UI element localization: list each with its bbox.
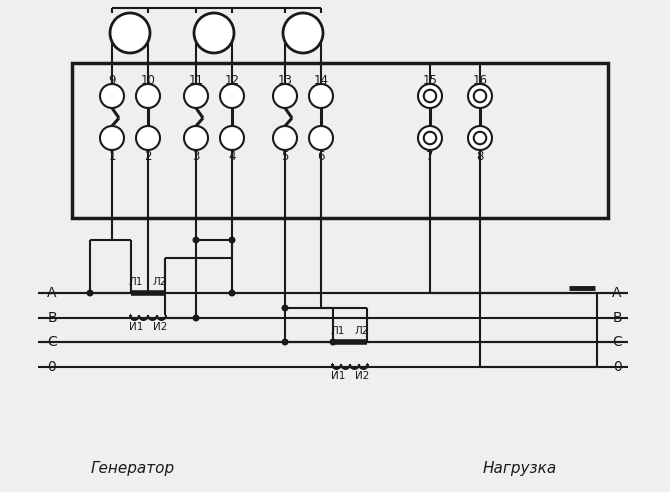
Circle shape [228,289,235,297]
Circle shape [330,338,336,345]
Circle shape [423,132,436,144]
Text: Генератор: Генератор [91,461,175,475]
Circle shape [468,84,492,108]
Circle shape [468,126,492,150]
Circle shape [110,13,150,53]
Text: A: A [48,286,57,300]
Circle shape [228,237,235,244]
Text: Нагрузка: Нагрузка [483,461,557,475]
Circle shape [100,126,124,150]
Text: Л2: Л2 [153,277,168,287]
Text: B: B [612,311,622,325]
Text: 1: 1 [109,151,116,163]
Circle shape [309,84,333,108]
Text: 14: 14 [314,73,328,87]
Text: 15: 15 [423,73,438,87]
Circle shape [281,338,289,345]
Text: A: A [612,286,622,300]
Text: 4: 4 [228,151,236,163]
Text: 7: 7 [426,151,433,163]
Circle shape [220,84,244,108]
Text: Л1: Л1 [129,277,143,287]
Circle shape [418,84,442,108]
Text: И1: И1 [129,322,143,332]
Text: 3: 3 [192,151,200,163]
Circle shape [474,132,486,144]
Text: 9: 9 [109,73,116,87]
Circle shape [220,126,244,150]
Circle shape [423,90,436,102]
Circle shape [184,84,208,108]
Text: И1: И1 [331,371,345,381]
Text: Л2: Л2 [355,326,369,336]
Circle shape [100,84,124,108]
Circle shape [136,84,160,108]
Circle shape [184,126,208,150]
Text: C: C [612,335,622,349]
Circle shape [273,126,297,150]
Text: 0: 0 [48,360,56,374]
Text: И2: И2 [153,322,168,332]
Text: C: C [47,335,57,349]
Text: 10: 10 [141,73,155,87]
Circle shape [273,84,297,108]
Circle shape [192,314,200,321]
Circle shape [86,289,94,297]
Text: 0: 0 [612,360,621,374]
Text: 2: 2 [144,151,151,163]
Circle shape [136,126,160,150]
Text: 12: 12 [224,73,239,87]
Circle shape [418,126,442,150]
Text: 13: 13 [277,73,292,87]
Bar [72,63,608,218]
Text: 5: 5 [281,151,289,163]
Circle shape [309,126,333,150]
Text: И2: И2 [355,371,369,381]
Circle shape [192,237,200,244]
Circle shape [194,13,234,53]
Text: B: B [47,311,57,325]
Text: 11: 11 [188,73,204,87]
Circle shape [474,90,486,102]
Text: 16: 16 [472,73,488,87]
Text: 8: 8 [476,151,484,163]
Circle shape [281,305,289,311]
Circle shape [283,13,323,53]
Text: Л1: Л1 [331,326,345,336]
Text: 6: 6 [318,151,325,163]
